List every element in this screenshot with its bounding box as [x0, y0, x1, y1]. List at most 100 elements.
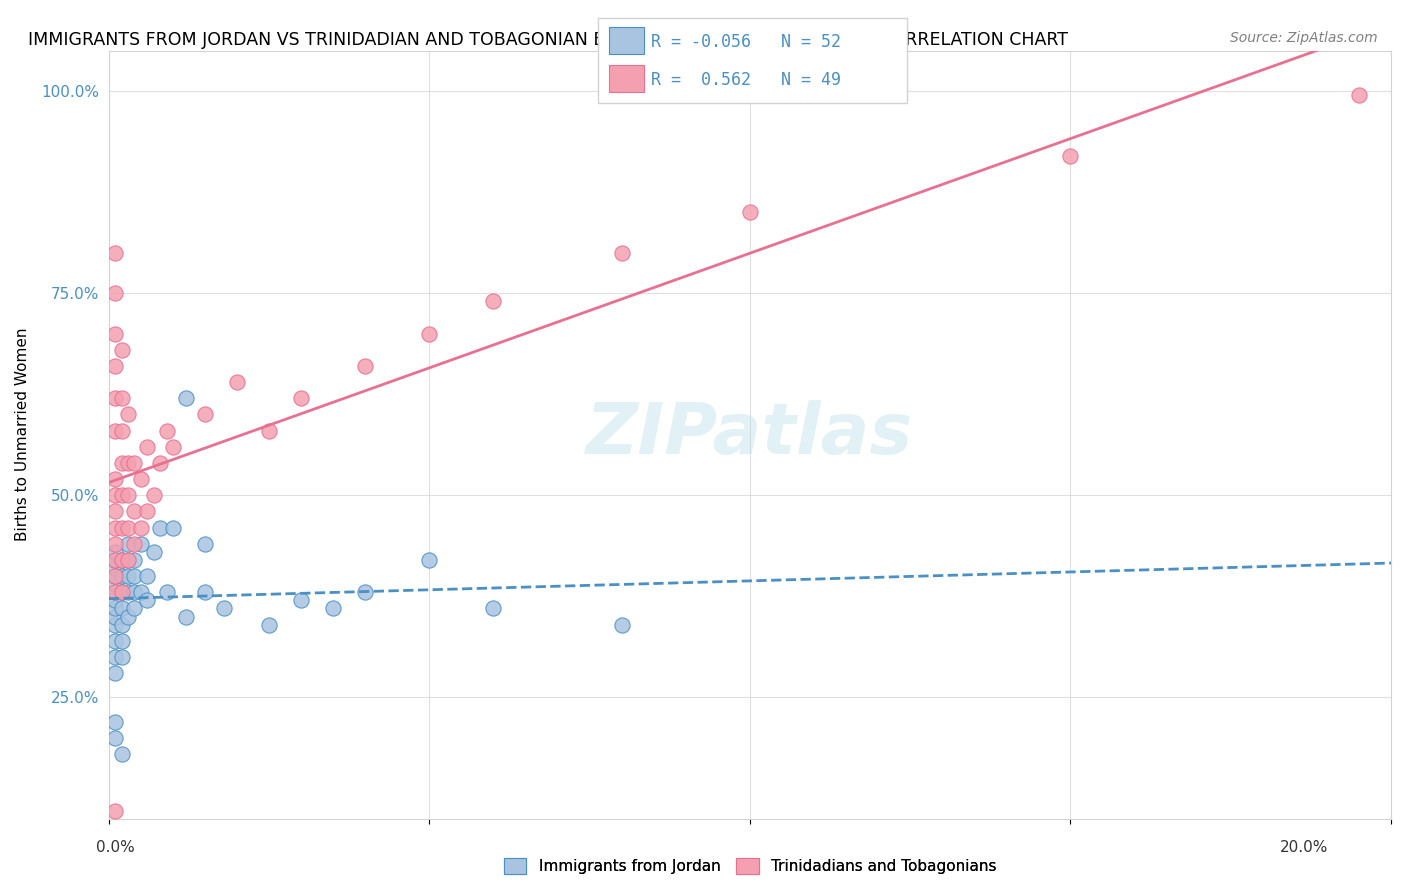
- Point: [117, 488, 139, 502]
- Point: [117, 553, 139, 567]
- Point: [111, 520, 134, 534]
- Point: [111, 553, 134, 567]
- Point: [136, 569, 159, 583]
- Point: [104, 569, 127, 583]
- Point: [117, 585, 139, 599]
- Point: [194, 537, 217, 551]
- Point: [136, 504, 159, 518]
- Point: [104, 488, 127, 502]
- Point: [226, 375, 249, 389]
- Point: [111, 424, 134, 438]
- Point: [290, 593, 312, 607]
- Point: [104, 577, 127, 591]
- Point: [104, 472, 127, 486]
- Point: [212, 601, 235, 615]
- Point: [111, 747, 134, 761]
- Point: [174, 609, 197, 624]
- Point: [111, 456, 134, 470]
- Point: [162, 440, 184, 454]
- Point: [129, 472, 152, 486]
- Point: [174, 391, 197, 405]
- Point: [104, 245, 127, 260]
- Point: [104, 609, 127, 624]
- Text: R = -0.056   N = 52: R = -0.056 N = 52: [651, 33, 841, 51]
- Text: 20.0%: 20.0%: [1281, 840, 1329, 855]
- Point: [104, 617, 127, 632]
- Point: [111, 649, 134, 664]
- Point: [738, 205, 761, 219]
- Y-axis label: Births to Unmarried Women: Births to Unmarried Women: [15, 328, 30, 541]
- Point: [610, 245, 633, 260]
- Point: [257, 424, 280, 438]
- Point: [124, 456, 146, 470]
- Point: [257, 617, 280, 632]
- Point: [104, 666, 127, 681]
- Point: [136, 440, 159, 454]
- Point: [104, 585, 127, 599]
- Point: [322, 601, 344, 615]
- Point: [117, 609, 139, 624]
- Point: [104, 520, 127, 534]
- Point: [155, 424, 177, 438]
- Point: [354, 359, 377, 373]
- Point: [104, 593, 127, 607]
- Point: [418, 553, 440, 567]
- Point: [124, 585, 146, 599]
- Point: [117, 408, 139, 422]
- Point: [104, 561, 127, 575]
- Point: [111, 391, 134, 405]
- Point: [1348, 88, 1371, 103]
- Point: [129, 520, 152, 534]
- Point: [155, 585, 177, 599]
- Text: Source: ZipAtlas.com: Source: ZipAtlas.com: [1230, 31, 1378, 45]
- Point: [117, 553, 139, 567]
- Point: [104, 359, 127, 373]
- Point: [124, 553, 146, 567]
- Point: [149, 520, 172, 534]
- Point: [111, 617, 134, 632]
- Point: [104, 714, 127, 729]
- Text: R =  0.562   N = 49: R = 0.562 N = 49: [651, 71, 841, 89]
- Point: [117, 537, 139, 551]
- Point: [418, 326, 440, 341]
- Point: [117, 456, 139, 470]
- Point: [111, 553, 134, 567]
- Point: [354, 585, 377, 599]
- Point: [1059, 149, 1081, 163]
- Point: [482, 294, 505, 309]
- Point: [104, 504, 127, 518]
- Point: [124, 504, 146, 518]
- Point: [104, 537, 127, 551]
- Text: IMMIGRANTS FROM JORDAN VS TRINIDADIAN AND TOBAGONIAN BIRTHS TO UNMARRIED WOMEN C: IMMIGRANTS FROM JORDAN VS TRINIDADIAN AN…: [28, 31, 1069, 49]
- Point: [111, 585, 134, 599]
- Point: [194, 585, 217, 599]
- Point: [124, 537, 146, 551]
- Point: [104, 569, 127, 583]
- Point: [117, 520, 139, 534]
- Point: [136, 593, 159, 607]
- Point: [194, 408, 217, 422]
- Point: [124, 601, 146, 615]
- Point: [111, 585, 134, 599]
- Point: [142, 488, 165, 502]
- Point: [124, 569, 146, 583]
- Point: [104, 553, 127, 567]
- Point: [104, 326, 127, 341]
- Point: [104, 804, 127, 818]
- Point: [111, 633, 134, 648]
- Point: [149, 456, 172, 470]
- Point: [111, 601, 134, 615]
- Text: ZIPatlas: ZIPatlas: [586, 401, 914, 469]
- Point: [104, 424, 127, 438]
- Point: [104, 391, 127, 405]
- Point: [104, 286, 127, 301]
- Point: [117, 569, 139, 583]
- Point: [142, 545, 165, 559]
- Point: [104, 649, 127, 664]
- Point: [104, 585, 127, 599]
- Point: [104, 545, 127, 559]
- Point: [104, 731, 127, 745]
- Text: 0.0%: 0.0%: [96, 840, 135, 855]
- Point: [610, 617, 633, 632]
- Point: [129, 585, 152, 599]
